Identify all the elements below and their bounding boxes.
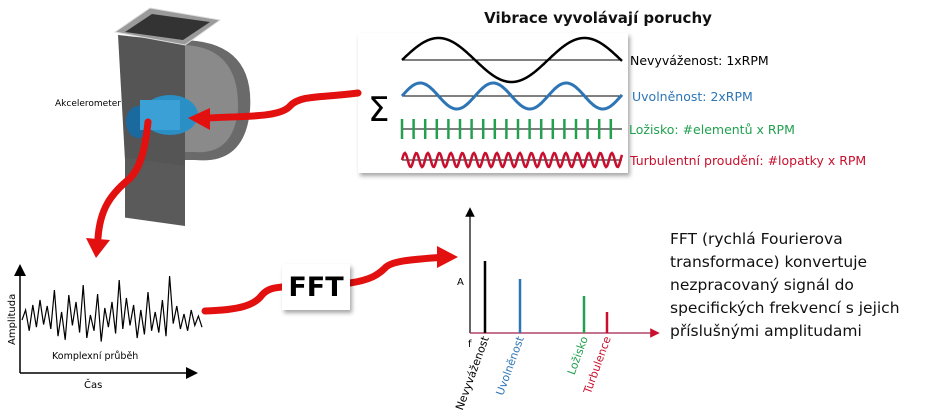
- fft-description: FFT (rychlá Fourierova transformace) kon…: [670, 228, 926, 343]
- arrowhead-motor: [188, 108, 210, 130]
- wave-label-turbulence: Turbulentní proudění: #lopatky x RPM: [629, 153, 866, 168]
- diagram-title: Vibrace vyvolávají poruchy: [484, 9, 712, 27]
- description-line: příslušnými amplitudami: [670, 322, 862, 340]
- looseness-wave: [400, 81, 624, 111]
- waveform-caption: Komplexní průběh: [52, 351, 138, 362]
- arrow-to-spectrum: [346, 253, 449, 287]
- imbalance-wave: [401, 36, 623, 84]
- description-line: nezpracovaný signál do: [670, 276, 854, 294]
- arrow-to-motor: [204, 89, 362, 122]
- wave-label-imbalance: Nevyváženost: 1xRPM: [630, 53, 769, 68]
- arrowhead-spectrum: [437, 246, 458, 268]
- waveform-x-label: Čas: [84, 378, 102, 391]
- description-line: FFT (rychlá Fourierova: [670, 230, 843, 248]
- spectrum-peak-label: Nevyváženost: [453, 334, 492, 412]
- arrowhead-waveform: [86, 238, 110, 258]
- spectrum-x-label: f: [468, 339, 472, 350]
- spectrum-peak-label: Ložisko: [565, 334, 591, 376]
- centrifugal-fan-illustration: [113, 7, 251, 227]
- arrow-to-waveform: [94, 118, 152, 242]
- complex-signal-line: [21, 275, 203, 342]
- turbulence-wave: [400, 151, 624, 169]
- accelerometer-label: Akcelerometer: [55, 99, 121, 109]
- fault-waves-panel: [358, 33, 628, 173]
- spectrum-peak-label: Uvolněnost: [493, 334, 527, 397]
- complex-waveform-plot: [14, 264, 203, 379]
- flow-arrows: [94, 89, 449, 315]
- arrow-to-fft: [201, 283, 286, 315]
- description-line: transformace) konvertuje: [670, 253, 868, 271]
- fft-box: FFT: [282, 264, 350, 310]
- fft-spectrum-plot: [465, 207, 660, 338]
- spectrum-y-label: A: [457, 277, 464, 288]
- waveform-y-label: Amplituda: [7, 294, 18, 345]
- wave-label-bearing: Ložisko: #elementů x RPM: [629, 122, 795, 137]
- sum-symbol: Σ: [368, 90, 389, 130]
- wave-label-looseness: Uvolněnost: 2xRPM: [632, 89, 753, 104]
- description-line: specifických frekvencí s jejich: [670, 299, 900, 317]
